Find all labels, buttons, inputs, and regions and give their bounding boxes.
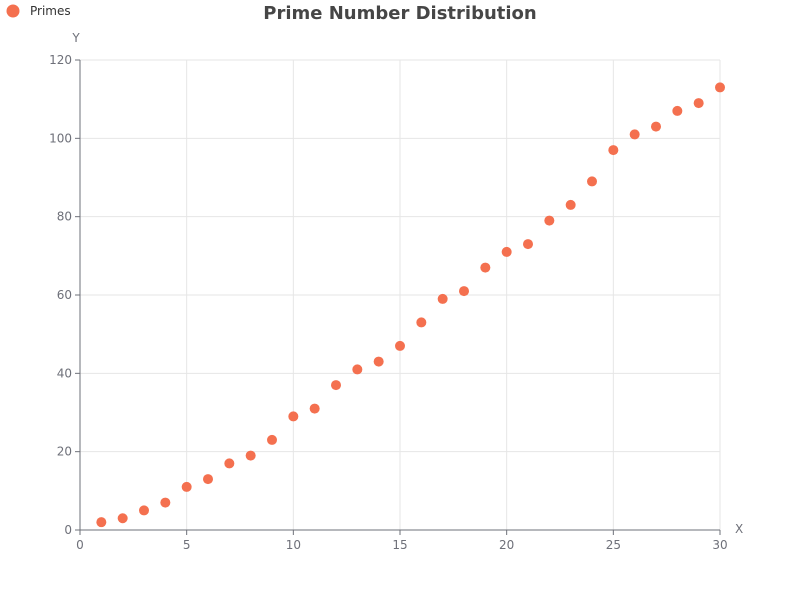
x-tick-label-20: 20 [499, 538, 514, 552]
data-point-5[interactable] [181, 481, 192, 492]
axes: 0 5 10 15 20 25 30 0 20 40 60 80 100 120 [49, 53, 728, 552]
data-point-22[interactable] [544, 215, 555, 226]
x-tick-label-5: 5 [183, 538, 191, 552]
data-point-30[interactable] [715, 82, 725, 93]
data-point-11[interactable] [309, 403, 320, 414]
data-point-3[interactable] [139, 505, 149, 516]
grid-lines [80, 59, 721, 530]
chart-title: Prime Number Distribution [263, 3, 536, 24]
y-tick-label-100: 100 [49, 131, 72, 145]
data-point-20[interactable] [501, 246, 512, 257]
x-tick-label-0: 0 [76, 538, 84, 552]
data-point-6[interactable] [203, 474, 213, 485]
data-point-8[interactable] [245, 450, 256, 461]
data-point-9[interactable] [267, 434, 277, 445]
x-tick-label-30: 30 [712, 538, 727, 552]
data-point-21[interactable] [523, 239, 533, 250]
data-point-26[interactable] [629, 129, 640, 140]
data-point-17[interactable] [437, 293, 448, 304]
y-tick-label-0: 0 [64, 523, 72, 537]
data-point-25[interactable] [608, 145, 619, 156]
data-point-29[interactable] [693, 98, 704, 109]
y-axis-label: Y [71, 31, 80, 45]
legend[interactable]: Primes [6, 4, 71, 18]
y-tick-label-40: 40 [57, 366, 72, 380]
x-axis-label: X [735, 522, 743, 536]
legend-marker-primes[interactable] [6, 4, 20, 18]
data-point-19[interactable] [480, 262, 491, 273]
data-point-7[interactable] [224, 458, 235, 469]
data-point-2[interactable] [117, 513, 128, 524]
x-tick-label-15: 15 [392, 538, 407, 552]
data-point-28[interactable] [672, 105, 683, 116]
data-point-16[interactable] [416, 317, 427, 328]
y-tick-label-120: 120 [49, 53, 72, 67]
data-point-23[interactable] [565, 199, 576, 210]
data-point-18[interactable] [459, 286, 469, 297]
data-point-24[interactable] [587, 176, 597, 187]
y-tick-label-60: 60 [57, 288, 72, 302]
data-point-27[interactable] [651, 121, 661, 132]
data-point-10[interactable] [288, 411, 299, 422]
data-point-15[interactable] [395, 340, 405, 351]
data-point-14[interactable] [373, 356, 384, 367]
x-tick-label-10: 10 [286, 538, 301, 552]
data-point-4[interactable] [160, 497, 171, 508]
legend-label-primes[interactable]: Primes [30, 4, 71, 18]
data-points [96, 82, 725, 528]
y-tick-label-20: 20 [57, 445, 72, 459]
x-tick-label-25: 25 [606, 538, 621, 552]
y-tick-label-80: 80 [57, 210, 72, 224]
data-point-13[interactable] [352, 364, 363, 375]
data-point-12[interactable] [331, 380, 341, 391]
data-point-1[interactable] [96, 517, 107, 528]
